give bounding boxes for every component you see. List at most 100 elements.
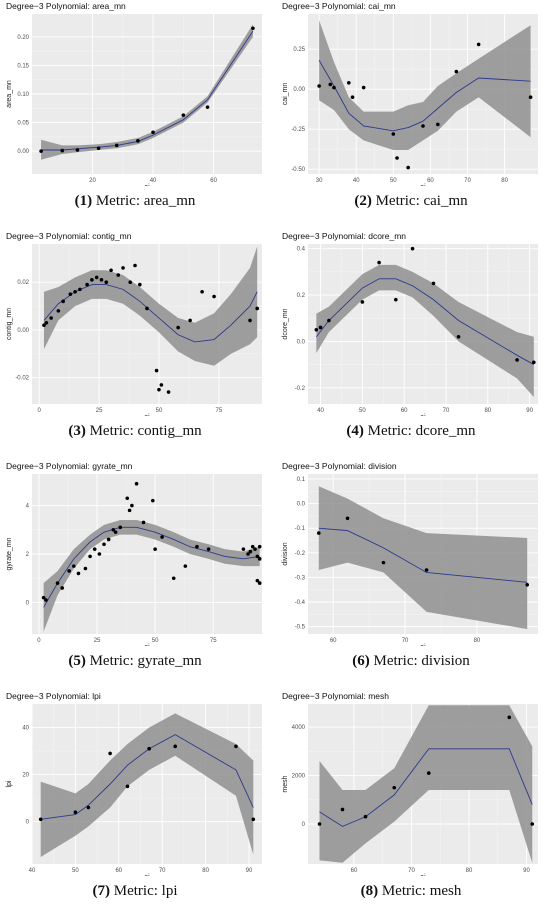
data-point [318,325,323,330]
data-point [176,325,180,330]
y-axis-label: mesh [282,775,289,792]
data-point [205,105,210,109]
data-point [173,744,178,749]
y-tick-label: -0.5 [295,625,306,631]
data-point [125,496,130,501]
data-point [171,576,176,581]
x-tick-label: 60 [330,638,337,644]
y-tick-label: 0.0 [297,339,306,345]
fitted-line [40,734,254,820]
data-point [116,273,121,277]
x-axis-label: ai [144,644,150,646]
data-point [38,817,43,822]
x-tick-label: 40 [150,178,157,184]
data-point [476,42,481,47]
data-point [60,148,65,153]
caption-text: Metric: lpi [110,883,178,899]
figure-caption: (3) Metric: contig_mn [4,423,266,440]
chart-title: Degree−3 Polynomial: division [282,461,397,471]
data-point [76,571,81,576]
x-axis-label: ai [144,414,150,416]
chart-panel-5: Degree−3 Polynomial: gyrate_mn 0 2 4 0 25 50 75… [4,460,266,682]
data-point [456,334,461,339]
x-tick-label: 80 [466,868,473,874]
y-tick-label: 0.0 [297,502,306,508]
data-point [392,785,397,790]
chart-title: Degree−3 Polynomial: dcore_mn [282,231,406,241]
x-axis-label: ai [420,644,426,646]
caption-text: Metric: dcore_mn [363,423,476,439]
data-point [72,564,76,568]
data-point [147,746,151,751]
fitted-line [318,527,528,583]
y-tick-label: 0.20 [17,35,29,41]
data-point [151,130,155,135]
data-point [145,306,149,311]
data-point [73,810,78,815]
data-point [125,784,130,789]
x-tick-label: 80 [474,638,481,644]
data-point [251,817,256,822]
data-point [121,266,125,270]
y-tick-label: 0.15 [17,63,29,69]
confidence-band [43,520,260,632]
chart-title: Degree−3 Polynomial: mesh [282,691,389,701]
data-point [255,578,260,583]
data-point [68,292,73,296]
chart-svg: Degree−3 Polynomial: area_mn 0.00 0.05 0.10… [6,1,262,186]
confidence-band [319,20,531,151]
data-point [85,282,89,287]
data-point [113,530,118,534]
x-axis-label: ai [420,874,426,876]
y-axis-label: division [282,542,289,565]
data-point [130,503,134,508]
x-tick-label: 20 [89,178,96,184]
x-tick-label: 40 [29,868,36,874]
x-tick-label: 75 [210,638,217,644]
y-tick-label: 0.02 [17,280,29,286]
data-point [255,554,260,559]
chart-panel-1: Degree−3 Polynomial: area_mn 0.00 0.05 0.10… [4,0,266,222]
y-tick-label: 4000 [292,725,306,731]
y-axis-label: lpi [6,780,13,787]
data-point [44,598,48,602]
data-point [138,282,142,287]
y-tick-label: -0.2 [295,551,306,557]
y-tick-label: -0.4 [295,600,306,606]
chart-panel-7: Degree−3 Polynomial: lpi 0 20 40 40 50 60 70 80 9… [4,690,266,912]
data-point [75,148,80,152]
x-tick-label: 30 [316,178,323,184]
data-point [345,516,350,521]
x-tick-label: 75 [216,408,223,414]
y-axis-label: dcore_mn [282,308,289,339]
data-point [195,544,199,549]
chart-panel-2: Degree−3 Polynomial: cai_mn -0.50 -0.25 0.0… [280,0,542,222]
chart-title: Degree−3 Polynomial: lpi [6,691,101,701]
caption-number: (1) [74,193,93,209]
x-tick-label: 90 [523,868,530,874]
data-point [200,289,204,294]
figure-caption: (8) Metric: mesh [280,883,542,900]
data-point [234,744,238,749]
x-tick-label: 0 [37,638,41,644]
figure-caption: (4) Metric: dcore_mn [280,423,542,440]
x-tick-label: 50 [156,408,163,414]
data-point [136,139,140,143]
data-point [406,165,410,170]
caption-number: (4) [346,423,364,439]
data-point [212,294,216,299]
caption-number: (7) [92,883,111,899]
x-tick-label: 60 [351,868,358,874]
data-point [361,85,366,90]
data-point [83,566,88,571]
data-point [127,508,132,513]
x-tick-label: 60 [115,868,122,874]
data-point [257,557,262,561]
fitted-line [319,748,533,827]
data-point [253,547,257,551]
data-point [157,387,161,392]
data-point [111,527,116,532]
data-point [332,85,336,90]
data-point [109,268,113,273]
y-tick-label: -0.2 [295,386,306,392]
